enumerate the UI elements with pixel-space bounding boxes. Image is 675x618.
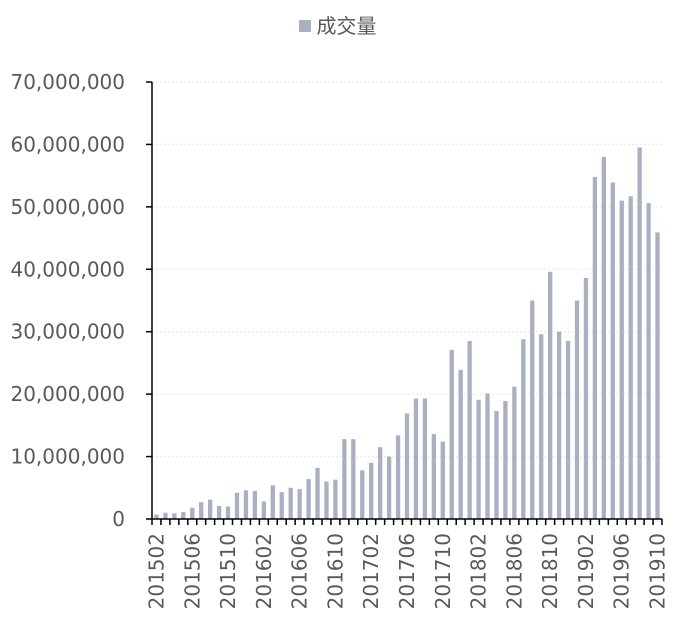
bar [208,499,213,519]
x-tick-label: 201702 [359,533,383,609]
x-tick-label: 201506 [180,533,204,609]
bar [646,203,651,519]
bar [270,485,275,519]
bar [548,271,553,519]
bar [288,487,293,519]
bar [225,506,231,519]
bar [333,479,338,519]
bar [279,492,284,519]
y-tick-label: 50,000,000 [10,195,125,219]
y-tick-label: 20,000,000 [10,382,125,406]
x-tick-label: 201910 [646,533,670,609]
bar [386,456,392,519]
y-tick-label: 0 [112,507,125,531]
x-tick-label: 201906 [610,533,634,609]
bar [476,399,481,519]
bar [297,489,302,519]
y-tick-label: 30,000,000 [10,320,125,344]
bar [610,182,615,519]
bar [243,490,249,519]
x-tick-label: 201710 [431,533,455,609]
bar [261,501,266,519]
x-tick-label: 201610 [323,533,347,609]
bar [306,479,311,519]
bar [619,200,624,519]
bar [440,441,445,519]
bar [234,492,240,519]
bar [413,398,419,519]
y-tick-label: 10,000,000 [10,445,125,469]
bar [458,369,463,519]
bar [172,513,177,519]
bar [378,447,383,519]
bar [360,470,365,519]
bar [530,300,535,519]
bar [181,512,186,519]
bar [574,300,580,519]
x-tick-label: 201802 [467,533,491,609]
x-tick-label: 201810 [538,533,562,609]
bar [449,349,454,519]
legend-label: 成交量 [316,14,377,38]
bar [351,439,356,519]
bar [583,278,589,519]
y-tick-label: 70,000,000 [10,70,125,94]
bar [628,196,633,519]
bar [431,434,436,519]
bar [565,341,571,519]
bar [154,514,159,519]
x-tick-label: 201510 [216,533,240,609]
bar [512,386,517,519]
bar [315,467,320,519]
bar [539,334,544,519]
bar [467,341,472,519]
bar [324,481,329,519]
bar [655,232,660,519]
bar [163,512,168,519]
bar [494,410,499,519]
bar [190,507,195,519]
y-tick-label: 40,000,000 [10,257,125,281]
x-tick-label: 201706 [395,533,419,609]
bar [342,439,347,519]
bar [199,502,204,519]
x-tick-label: 201602 [252,533,276,609]
bar [556,331,562,519]
bar [592,176,598,520]
bar [216,505,222,519]
bar [395,435,401,519]
x-tick-label: 201502 [144,533,168,609]
bar [369,462,374,519]
y-tick-label: 60,000,000 [10,132,125,156]
x-tick-label: 201902 [574,533,598,609]
bar [521,339,526,519]
bar [422,398,428,519]
bar [404,413,410,519]
x-tick-label: 201606 [288,533,312,609]
bar [601,156,606,519]
bar [637,147,642,520]
legend-swatch [298,20,311,32]
bar [252,490,258,519]
bar [503,401,508,519]
legend: 成交量 [0,10,675,39]
bar [485,393,490,519]
x-tick-label: 201806 [502,533,526,609]
